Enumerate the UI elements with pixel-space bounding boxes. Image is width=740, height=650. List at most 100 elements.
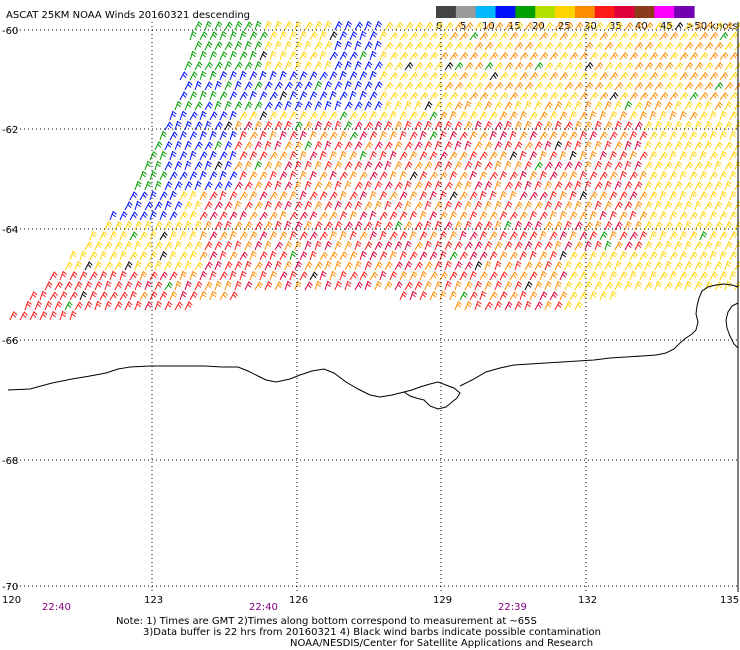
wind-barb: [249, 30, 258, 41]
wind-barb: [269, 70, 277, 81]
wind-barb: [659, 230, 667, 241]
wind-barb: [94, 260, 103, 271]
wind-barb: [279, 251, 288, 261]
wind-barb: [289, 110, 298, 121]
wind-barb: [594, 120, 602, 131]
wind-barb: [714, 61, 724, 71]
wind-barb: [714, 281, 723, 291]
wind-barb: [329, 131, 338, 141]
wind-barb: [224, 80, 233, 91]
wind-barb: [244, 160, 253, 171]
wind-barb: [259, 211, 268, 221]
wind-barb: [389, 91, 399, 101]
wind-barb: [409, 190, 418, 201]
wind-barb: [474, 200, 483, 211]
wind-barb: [429, 171, 438, 181]
wind-barb: [339, 111, 348, 121]
legend-swatch: [455, 6, 477, 18]
wind-barb: [544, 101, 553, 111]
wind-barb: [444, 141, 453, 151]
wind-barb: [304, 261, 313, 271]
wind-barb: [469, 130, 478, 141]
wind-barb: [409, 210, 418, 221]
wind-barb: [424, 101, 433, 111]
wind-barb: [379, 91, 388, 101]
wind-barb: [584, 200, 593, 211]
wind-barb: [459, 51, 469, 61]
wind-barb: [469, 91, 479, 101]
wind-barb: [149, 250, 158, 261]
wind-barb: [294, 221, 303, 231]
wind-barb: [509, 71, 519, 81]
wind-barb: [399, 250, 408, 261]
wind-barb: [629, 111, 638, 121]
wind-barb: [464, 140, 472, 151]
wind-barb: [269, 191, 278, 201]
wind-barb: [119, 250, 127, 261]
wind-barb: [369, 50, 377, 61]
wind-barb: [714, 221, 723, 231]
wind-barb: [569, 190, 577, 201]
wind-barb: [629, 71, 639, 81]
wind-barb: [199, 110, 207, 121]
wind-barb: [694, 120, 703, 131]
wind-barb: [399, 231, 408, 241]
wind-barb: [669, 251, 678, 261]
wind-barb: [474, 241, 483, 251]
wind-barb: [429, 111, 438, 121]
wind-barb: [219, 50, 228, 61]
wind-barb: [454, 300, 463, 311]
wind-barb: [264, 60, 272, 71]
wind-barb: [454, 160, 463, 171]
wind-barb: [534, 220, 543, 231]
wind-barb: [509, 150, 518, 161]
wind-barb: [694, 200, 702, 211]
wind-barb: [644, 140, 653, 151]
wind-barb: [579, 31, 589, 41]
wind-barb: [539, 111, 548, 121]
wind-barb: [369, 271, 378, 281]
wind-barb: [494, 160, 502, 171]
wind-barb: [694, 280, 703, 291]
wind-barb: [254, 120, 263, 131]
wind-barb: [684, 41, 694, 51]
wind-barb: [199, 211, 208, 221]
wind-barb: [549, 130, 558, 141]
wind-barb: [399, 91, 409, 101]
wind-barb: [159, 130, 167, 141]
wind-barb: [639, 31, 649, 41]
wind-barb: [619, 31, 629, 41]
wind-barb: [164, 121, 173, 131]
wind-barb: [609, 150, 618, 161]
wind-barb: [369, 190, 377, 201]
wind-barb: [284, 120, 293, 131]
wind-barb: [109, 230, 118, 241]
wind-barb: [484, 21, 494, 31]
wind-barb: [239, 70, 247, 81]
wind-barb: [429, 91, 439, 101]
wind-barb: [684, 120, 693, 131]
wind-barb: [609, 131, 618, 141]
wind-barb: [474, 181, 483, 191]
wind-barb: [194, 241, 203, 251]
wind-barb: [604, 21, 614, 31]
wind-barb: [304, 121, 313, 131]
wind-barb: [694, 181, 703, 191]
wind-barb: [314, 160, 322, 171]
wind-barb: [554, 240, 562, 251]
wind-barb: [64, 261, 73, 271]
legend-label-20: 20: [532, 21, 545, 32]
wind-barb: [149, 230, 157, 241]
wind-barb: [399, 130, 407, 141]
wind-barb: [359, 111, 368, 121]
wind-barb: [609, 190, 618, 201]
wind-barb: [434, 21, 444, 31]
wind-barb: [214, 20, 223, 31]
wind-barb: [139, 291, 148, 301]
wind-barb: [239, 51, 248, 61]
wind-barb: [374, 101, 383, 111]
wind-barb: [309, 130, 317, 141]
wind-barb: [504, 160, 512, 171]
wind-barb: [589, 51, 599, 61]
wind-barb: [139, 211, 148, 221]
